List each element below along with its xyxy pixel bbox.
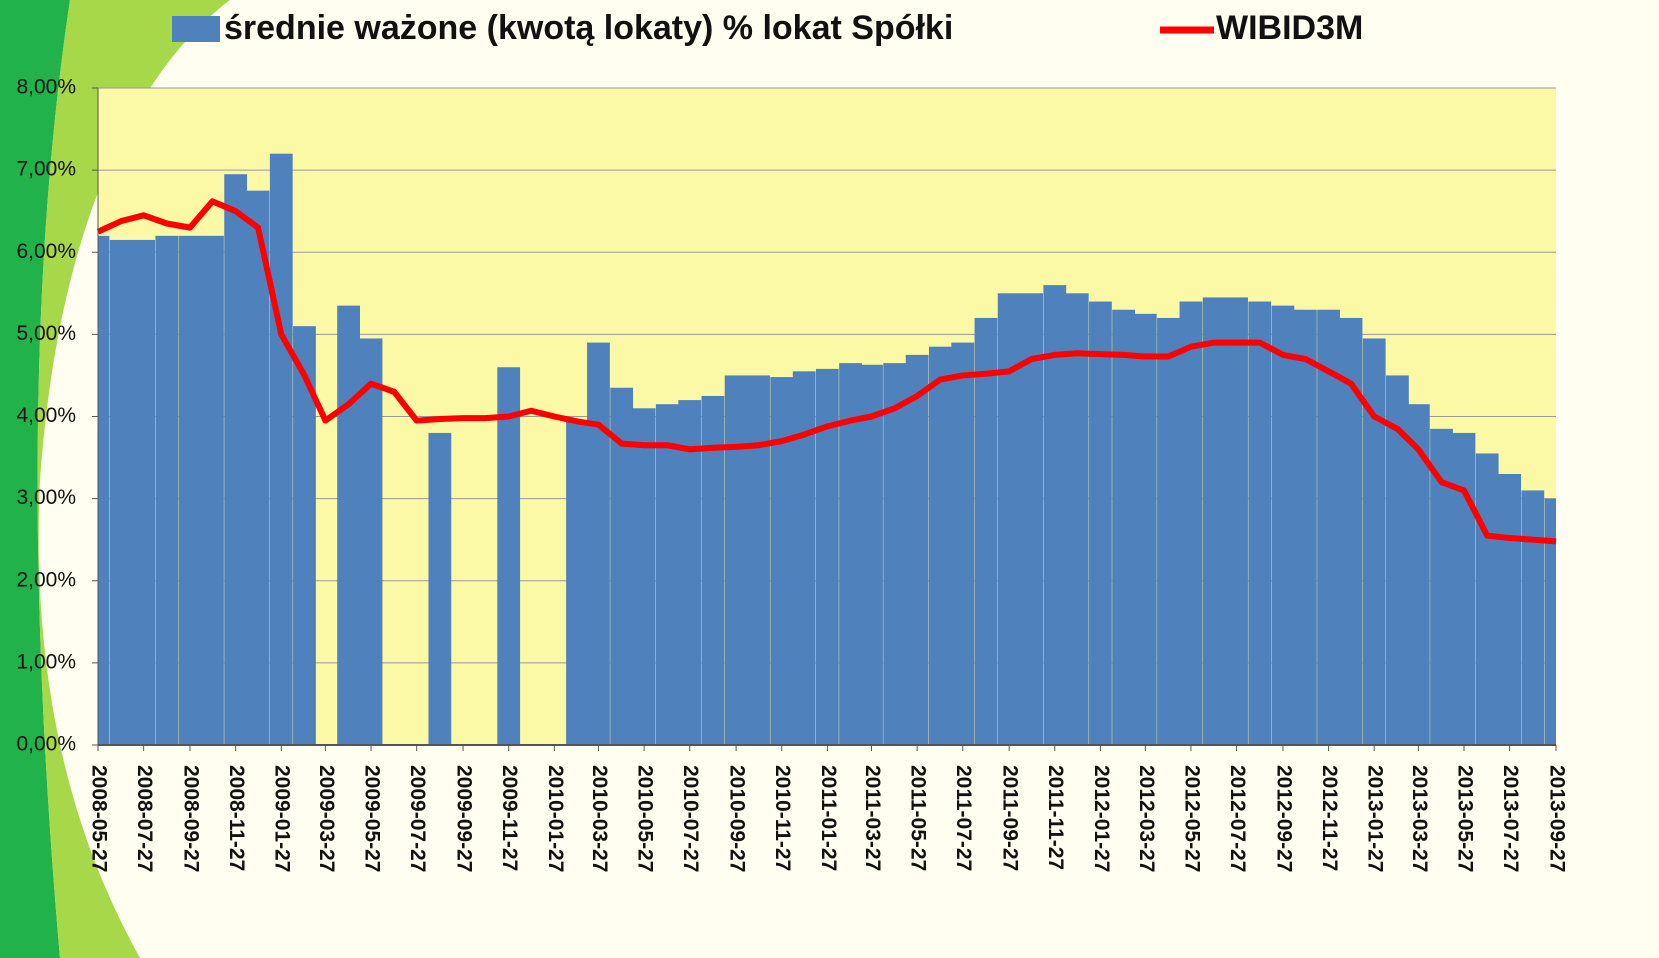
chart: 0,00% 1,00% 2,00% 3,00% 4,00% 5,00% 6,00% 7,00%… (0, 0, 1659, 958)
bar (1089, 302, 1112, 745)
x-tick-label: 2013-09-27 (1545, 765, 1568, 872)
legend-swatch (172, 16, 220, 42)
bar (725, 375, 748, 745)
bar (497, 367, 520, 745)
bar (224, 174, 247, 745)
x-tick-label: 2010-05-27 (634, 765, 657, 872)
x-tick-label: 2011-01-27 (817, 765, 840, 871)
bar (951, 343, 974, 745)
bar (1066, 293, 1089, 745)
bar (179, 236, 202, 745)
bar (1225, 297, 1248, 745)
bar (270, 154, 293, 745)
y-tick-label: 1,00% (16, 650, 76, 673)
bar (1294, 310, 1317, 745)
x-tick-label: 2013-05-27 (1453, 765, 1476, 872)
y-tick-label: 5,00% (16, 322, 76, 345)
bar (747, 375, 770, 745)
bar (1430, 429, 1453, 745)
x-tick-label: 2008-11-27 (225, 765, 248, 871)
legend-label: średnie ważone (kwotą lokaty) % lokat Sp… (224, 9, 953, 47)
bar (860, 365, 883, 745)
y-tick-label: 6,00% (16, 240, 76, 263)
bar (110, 240, 133, 745)
x-tick-label: 2012-01-27 (1090, 765, 1113, 872)
bar (132, 240, 155, 745)
bar (1498, 474, 1521, 745)
bar (906, 355, 929, 745)
x-tick-label: 2012-05-27 (1180, 765, 1203, 872)
x-tick-label: 2011-05-27 (907, 765, 930, 871)
x-tick-label: 2011-03-27 (861, 765, 884, 871)
x-tick-label: 2013-03-27 (1408, 765, 1431, 872)
bar (360, 338, 383, 745)
x-tick-label: 2009-11-27 (498, 765, 521, 871)
x-tick-label: 2013-07-27 (1499, 765, 1522, 872)
y-tick-label: 2,00% (16, 568, 76, 591)
x-tick-label: 2010-01-27 (544, 765, 567, 872)
x-tick-label: 2009-07-27 (406, 765, 429, 872)
bar (428, 433, 451, 745)
bar (656, 404, 679, 745)
bar (1545, 499, 1556, 745)
x-tick-label: 2008-07-27 (133, 765, 156, 872)
bar (998, 293, 1021, 745)
bar (975, 318, 998, 745)
bar (1180, 302, 1203, 745)
bar (155, 236, 178, 745)
bar (337, 306, 360, 745)
x-tick-label: 2011-07-27 (952, 765, 975, 871)
bar (1407, 404, 1430, 745)
x-tick-label: 2012-09-27 (1272, 765, 1295, 872)
x-tick-label: 2010-03-27 (588, 765, 611, 872)
x-tick-label: 2010-07-27 (679, 765, 702, 872)
x-tick-label: 2012-07-27 (1226, 765, 1249, 872)
bar (793, 371, 816, 745)
x-tick-label: 2009-09-27 (453, 765, 476, 872)
x-tick-label: 2013-01-27 (1364, 765, 1387, 872)
y-tick-label: 4,00% (16, 404, 76, 427)
bar (1453, 433, 1476, 745)
bar (1476, 453, 1499, 745)
y-tick-label: 7,00% (16, 158, 76, 181)
y-tick-label: 3,00% (16, 486, 76, 509)
bar (1203, 297, 1226, 745)
y-tick-label: 8,00% (16, 76, 76, 99)
x-tick-label: 2011-09-27 (999, 765, 1022, 871)
x-tick-label: 2008-05-27 (87, 765, 110, 872)
bar (929, 347, 952, 745)
bar (1272, 306, 1295, 745)
bar (1363, 338, 1386, 745)
x-tick-label: 2009-03-27 (315, 765, 338, 872)
bar (1248, 302, 1271, 745)
x-tick-label: 2010-09-27 (726, 765, 749, 872)
bar (587, 343, 610, 745)
x-tick-label: 2009-05-27 (361, 765, 384, 872)
bar (1157, 318, 1180, 745)
x-tick-label: 2012-11-27 (1318, 765, 1341, 871)
x-tick-label: 2010-11-27 (771, 765, 794, 871)
bar (566, 421, 589, 745)
bar (1112, 310, 1135, 745)
x-tick-label: 2009-01-27 (271, 765, 294, 872)
bar (883, 363, 906, 745)
legend-label: WIBID3M (1216, 9, 1363, 47)
y-tick-label: 0,00% (16, 733, 76, 756)
bar (1134, 314, 1157, 745)
x-tick-label: 2011-11-27 (1044, 765, 1067, 870)
x-tick-label: 2012-03-27 (1135, 765, 1158, 872)
bar (633, 408, 656, 745)
bar (1521, 490, 1544, 745)
bar (98, 236, 109, 745)
bar (201, 236, 224, 745)
x-tick-label: 2008-09-27 (179, 765, 202, 872)
bar (770, 377, 793, 745)
